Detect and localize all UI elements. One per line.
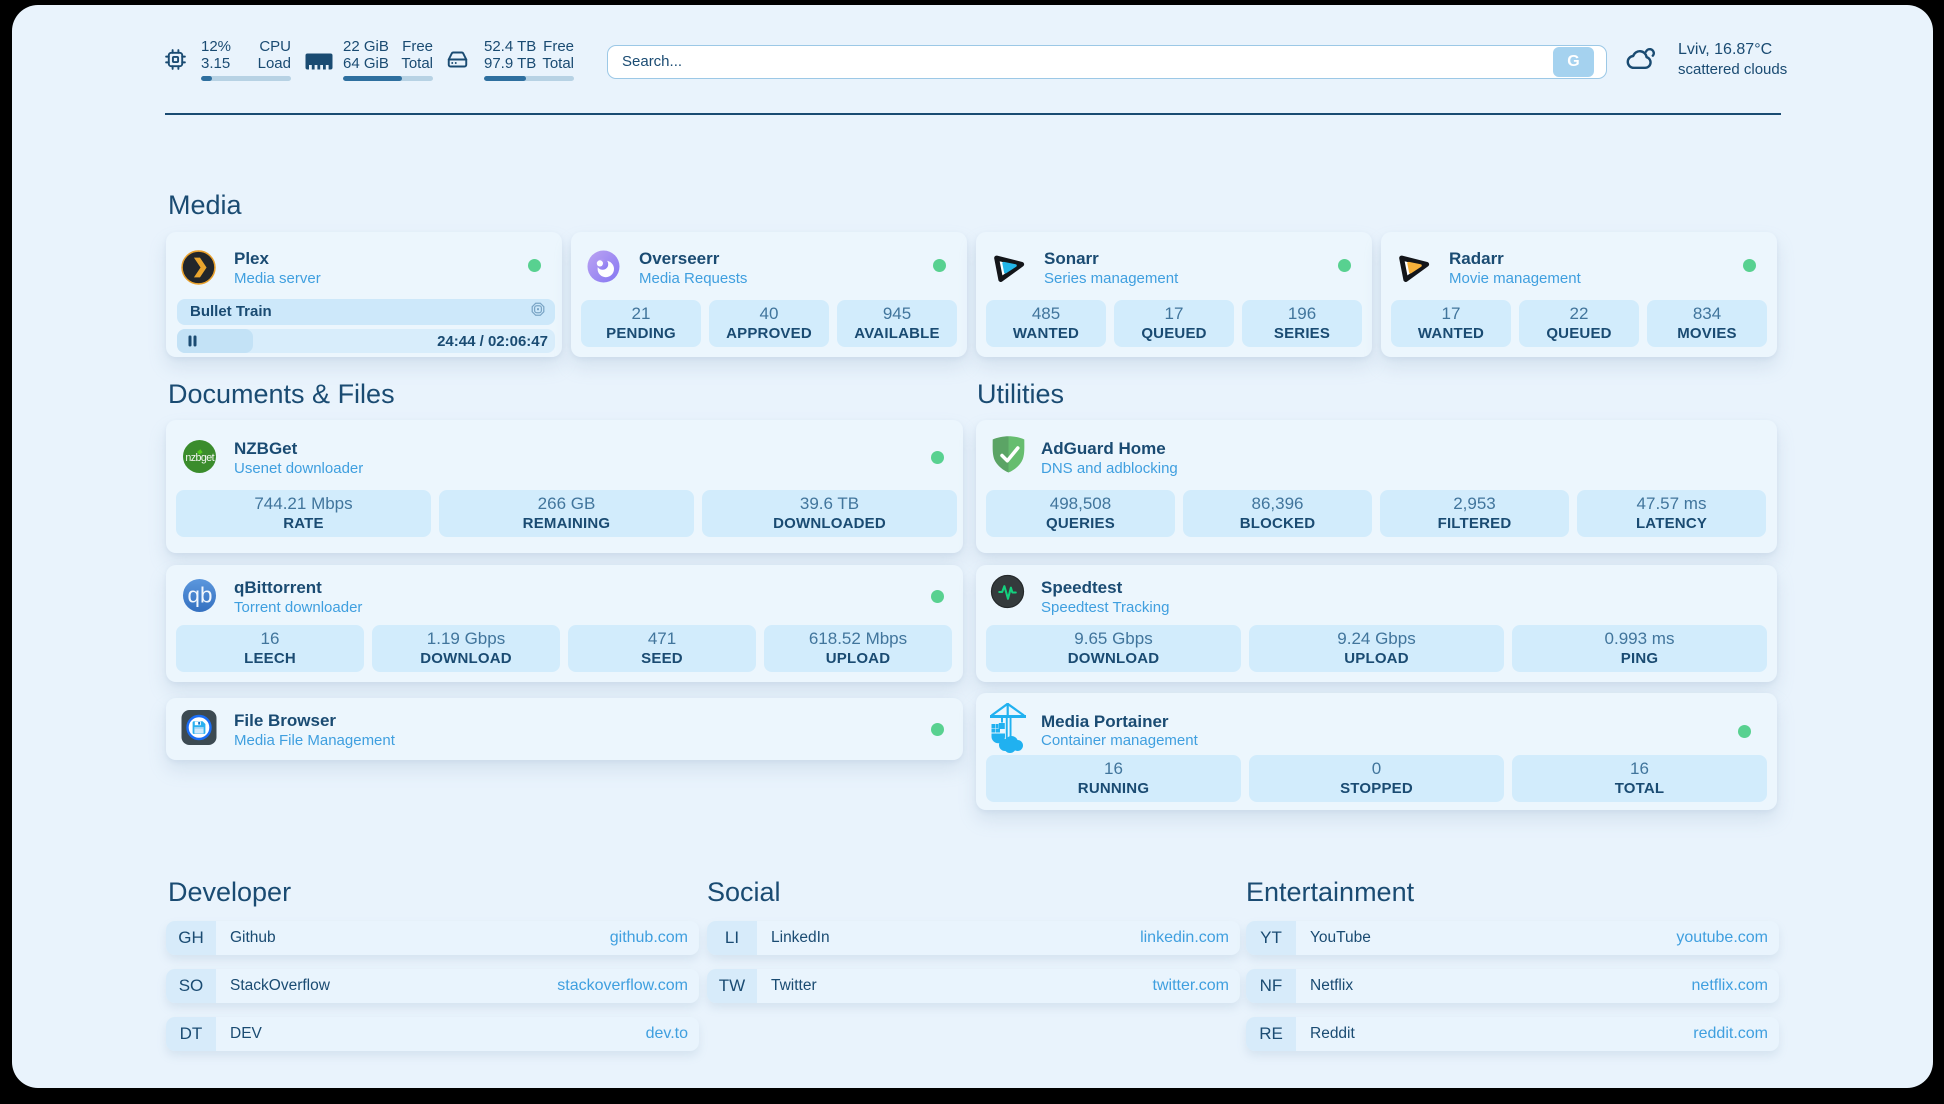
svg-text:nzbget: nzbget	[185, 452, 214, 464]
svg-text:qb: qb	[188, 582, 213, 607]
